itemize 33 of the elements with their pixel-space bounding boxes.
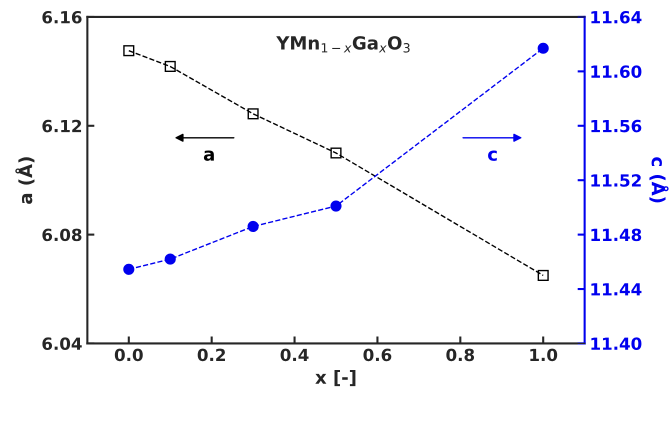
y2-tick-label: 11.52: [591, 174, 641, 187]
annotation: YMn$_{1−x}$Ga$_{x}$O$_{3}$: [276, 36, 410, 53]
legend-label: a: [204, 150, 214, 161]
point: [330, 147, 342, 159]
point: [538, 42, 549, 54]
y-tick-label: 6.16: [42, 10, 82, 24]
point: [330, 200, 342, 212]
x-tick-label: 0.6: [363, 348, 392, 362]
x-tick-label: 0.8: [446, 348, 474, 362]
x-tick-label: 1.0: [530, 348, 558, 362]
point: [164, 254, 176, 265]
y-axis-title: a (Å): [15, 157, 34, 204]
legend-label: c: [488, 150, 497, 161]
y-tick-label: 6.12: [42, 120, 82, 132]
x-tick-label: 0.0: [114, 348, 143, 362]
y2-tick-label: 11.48: [591, 228, 642, 242]
y-tick-label: 6.04: [42, 337, 82, 350]
y2-tick-label: 11.56: [591, 120, 642, 132]
point: [248, 220, 259, 232]
y-tick-label: 6.08: [42, 228, 82, 242]
x-tick-label: 0.2: [198, 348, 225, 362]
y2-tick-label: 11.44: [591, 283, 642, 296]
y2-tick-label: 11.40: [591, 337, 642, 350]
point: [538, 270, 549, 281]
point: [164, 60, 176, 72]
point: [248, 108, 259, 120]
x-axis-title: x [-]: [315, 370, 356, 386]
point: [123, 45, 134, 56]
y2-axis-title: c (Å): [649, 157, 669, 202]
point: [123, 264, 134, 275]
x-tick-label: 0.4: [280, 348, 309, 362]
y2-tick-label: 11.64: [591, 10, 642, 24]
y2-tick-label: 11.60: [591, 65, 642, 78]
